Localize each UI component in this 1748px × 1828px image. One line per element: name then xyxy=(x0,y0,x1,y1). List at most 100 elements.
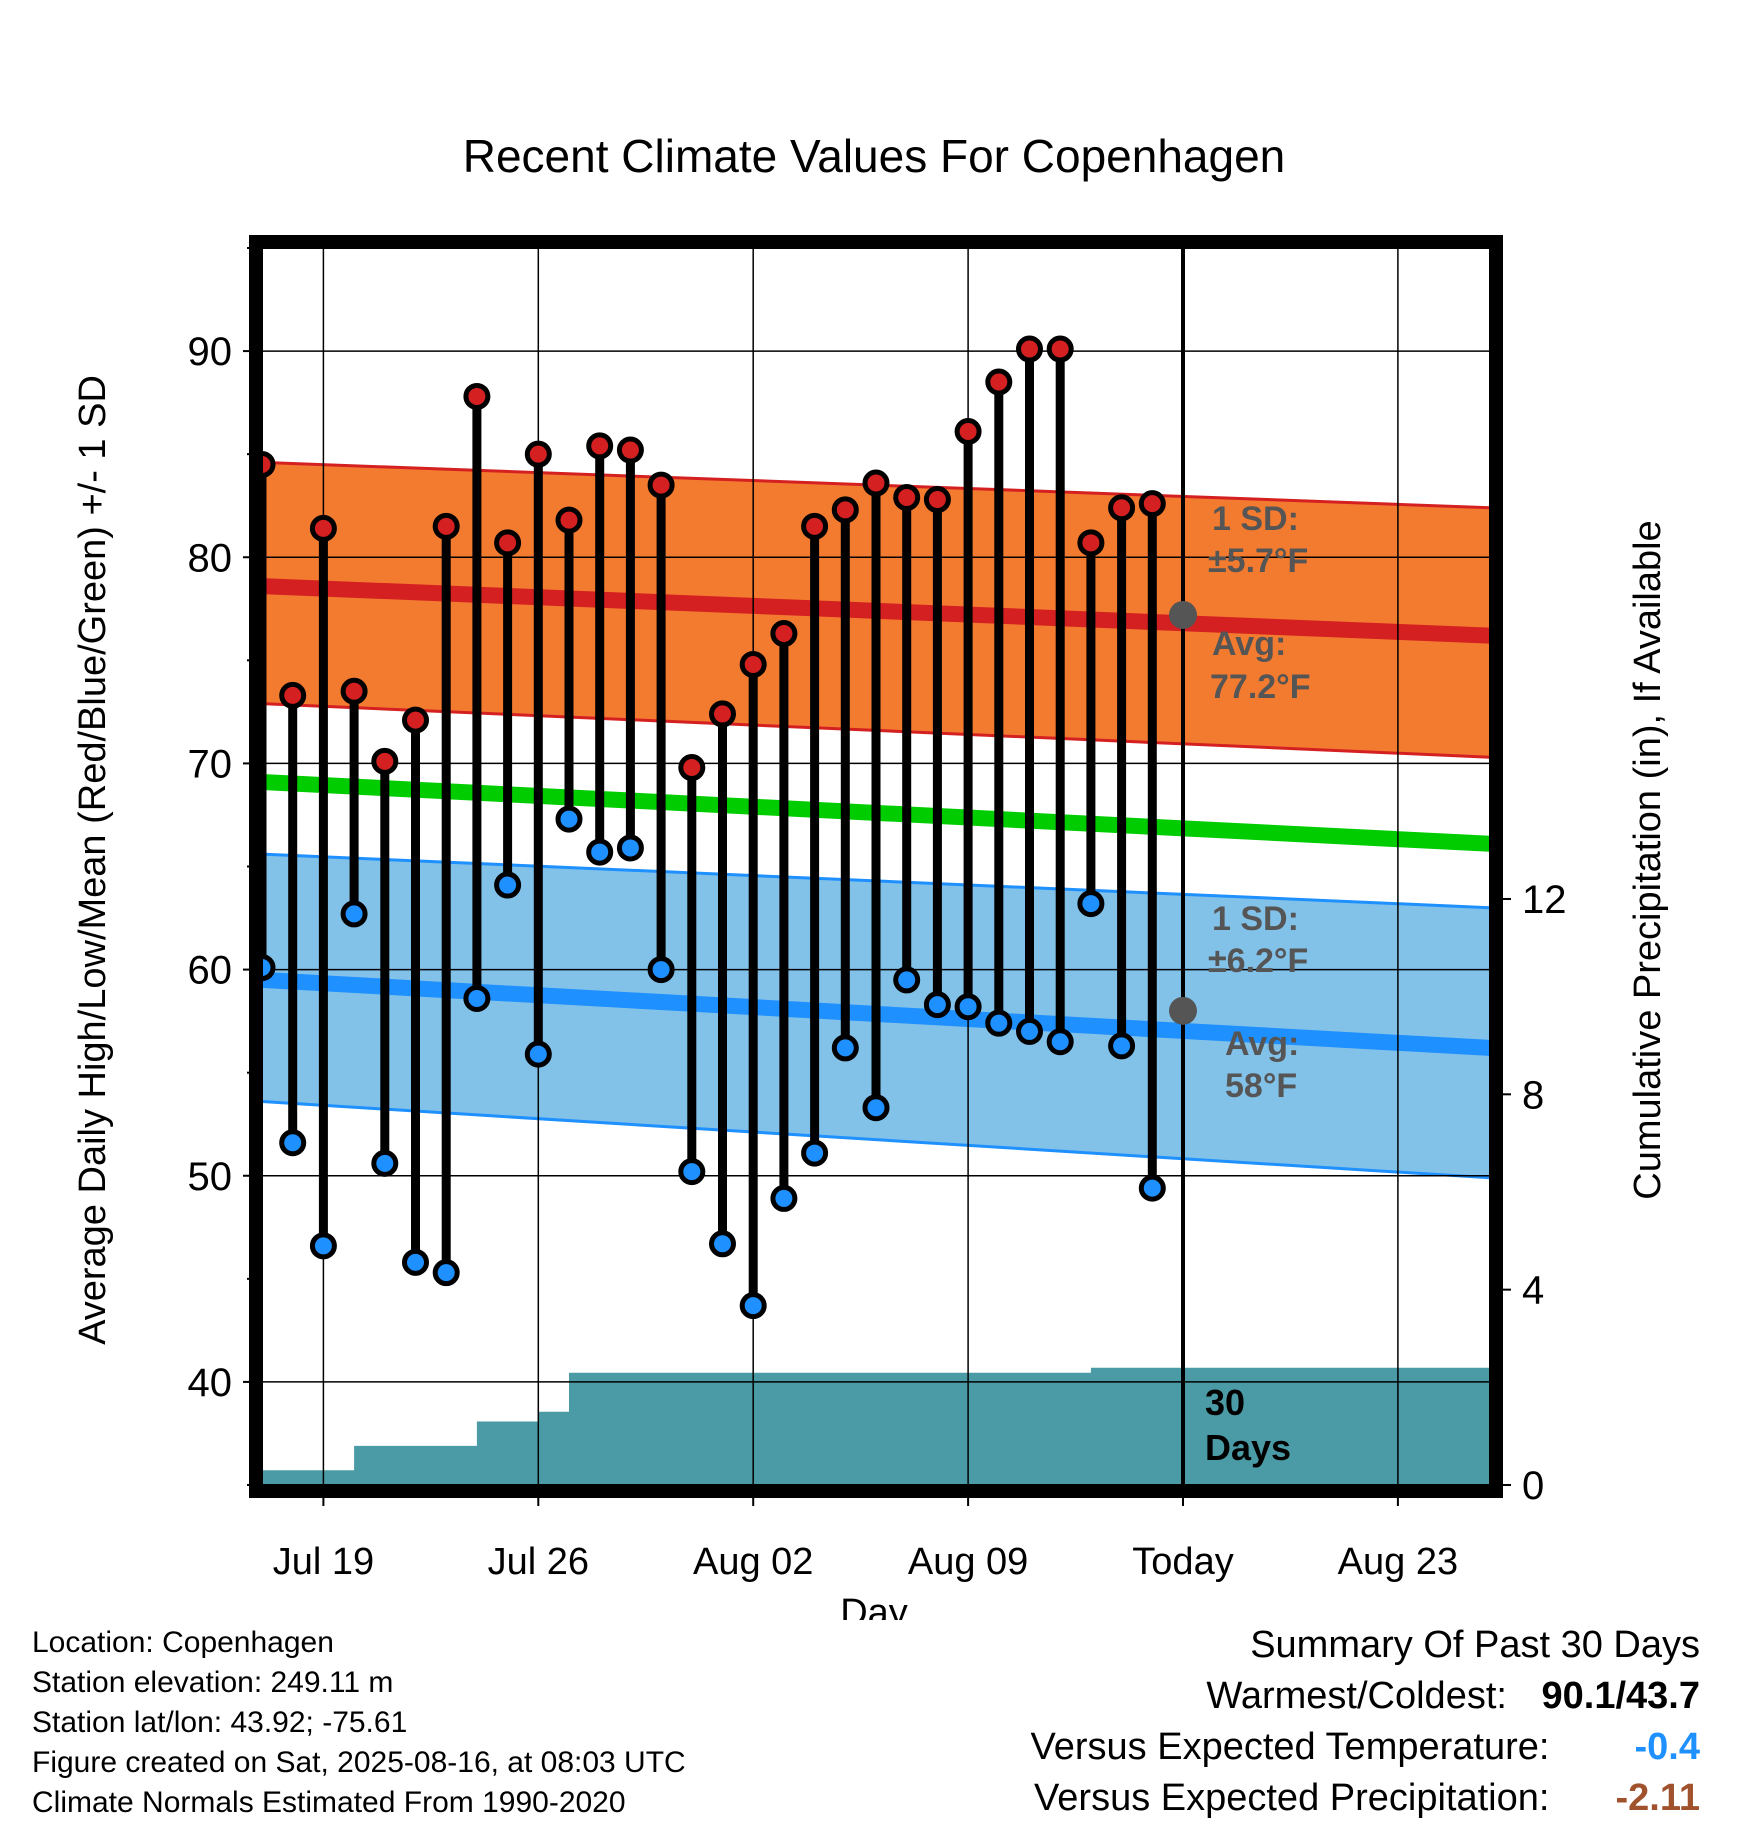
low-temp-point xyxy=(1016,1017,1043,1045)
low-temp-point xyxy=(279,1129,307,1157)
low-temp-point xyxy=(831,1034,859,1062)
x-tick-label: Aug 02 xyxy=(693,1541,813,1583)
low-avg-label: Avg: xyxy=(1225,1025,1299,1063)
low-temp-point xyxy=(954,993,982,1021)
x-tick-label: Jul 26 xyxy=(488,1541,589,1583)
high-temp-point xyxy=(463,382,491,410)
y2-tick-label: 0 xyxy=(1522,1464,1544,1508)
high-temp-point xyxy=(262,450,276,478)
days-label-number: 30 xyxy=(1205,1382,1245,1423)
y-tick-label: 60 xyxy=(188,949,233,993)
low-temp-point xyxy=(862,1094,890,1122)
high-temp-point xyxy=(709,700,736,728)
temp-value: -0.4 xyxy=(1634,1726,1700,1768)
elevation-text: Station elevation: 249.11 m xyxy=(32,1666,394,1699)
warm-cold-label: Warmest/Coldest: xyxy=(1206,1675,1507,1717)
low-sd-label: 1 SD: xyxy=(1212,900,1299,938)
climate-chart: Recent Climate Values For Copenhagen 1 S… xyxy=(72,130,1669,1620)
high-temp-point xyxy=(862,469,890,497)
low-avg-value: 58°F xyxy=(1225,1067,1297,1105)
plot-frame xyxy=(249,235,1503,1498)
high-temp-point xyxy=(831,496,859,524)
y-tick-label: 70 xyxy=(188,742,233,786)
temp-label: Versus Expected Temperature: xyxy=(1030,1726,1550,1768)
cumulative-precip-area xyxy=(262,1367,1490,1485)
low-temp-point xyxy=(739,1292,767,1320)
normals-text: Climate Normals Estimated From 1990-2020 xyxy=(32,1786,626,1819)
low-temp-point xyxy=(709,1230,736,1258)
x-tick-label: Aug 09 xyxy=(908,1541,1028,1583)
high-temp-point xyxy=(647,471,675,499)
high-temp-point xyxy=(985,368,1013,396)
low-sd-lower-line xyxy=(262,1100,1490,1180)
high-temp-point xyxy=(1016,335,1043,363)
x-tick-label: Aug 23 xyxy=(1338,1541,1458,1583)
today-high-avg-marker xyxy=(1169,600,1197,629)
low-temp-point xyxy=(1077,890,1105,918)
high-sd-label: 1 SD: xyxy=(1212,500,1299,538)
warm-cold-value: 90.1/43.7 xyxy=(1541,1675,1700,1717)
high-temp-point xyxy=(893,483,921,511)
low-temp-point xyxy=(371,1149,399,1177)
low-temp-point xyxy=(340,900,368,928)
low-temp-point xyxy=(923,991,951,1019)
y2-tick-label: 8 xyxy=(1522,1073,1544,1117)
low-temp-point xyxy=(402,1248,429,1276)
high-temp-point xyxy=(432,512,460,540)
low-temp-point xyxy=(309,1232,337,1260)
high-avg-value: 77.2°F xyxy=(1210,668,1311,706)
today-low-avg-marker xyxy=(1169,996,1197,1025)
chart-title: Recent Climate Values For Copenhagen xyxy=(463,130,1286,182)
y-tick-label: 80 xyxy=(188,536,233,580)
low-temp-point xyxy=(1046,1028,1074,1056)
y-tick-label: 90 xyxy=(188,330,233,374)
warm-cold-row: Warmest/Coldest: 90.1/43.7 xyxy=(1031,1671,1700,1722)
low-temp-point xyxy=(586,838,614,866)
station-info: Location: Copenhagen Station elevation: … xyxy=(32,1623,686,1823)
high-temp-point xyxy=(801,512,829,540)
high-temp-point xyxy=(524,440,552,468)
high-temp-point xyxy=(1108,494,1136,522)
x-tick-label: Jul 19 xyxy=(273,1541,374,1583)
low-temp-point xyxy=(524,1040,552,1068)
low-sd-value: ±6.2°F xyxy=(1208,942,1308,980)
low-temp-point xyxy=(678,1158,706,1186)
high-temp-point xyxy=(402,706,429,734)
low-temp-point xyxy=(616,834,644,862)
precip-row: Versus Expected Precipitation: -2.11 xyxy=(1031,1773,1700,1824)
y2-tick-label: 4 xyxy=(1522,1269,1544,1313)
high-temp-point xyxy=(371,747,399,775)
low-temp-point xyxy=(555,805,583,833)
low-temp-point xyxy=(893,966,921,994)
high-temp-point xyxy=(309,514,337,542)
low-temp-point xyxy=(801,1139,829,1167)
high-temp-point xyxy=(739,650,767,678)
low-temp-point xyxy=(1108,1032,1136,1060)
y-axis-label: Average Daily High/Low/Mean (Red/Blue/Gr… xyxy=(72,375,114,1345)
low-temp-point xyxy=(770,1184,798,1212)
location-text: Location: Copenhagen xyxy=(32,1626,334,1659)
high-temp-point xyxy=(616,436,644,464)
high-temp-point xyxy=(279,681,307,709)
x-axis-label: Day xyxy=(840,1592,908,1620)
high-avg-label: Avg: xyxy=(1212,625,1286,663)
y-tick-label: 40 xyxy=(188,1361,233,1405)
y-tick-label: 50 xyxy=(188,1155,233,1199)
plot-area xyxy=(262,248,1490,1485)
high-temp-point xyxy=(1046,335,1074,363)
y2-tick-label: 12 xyxy=(1522,878,1567,922)
high-sd-value: ±5.7°F xyxy=(1208,542,1308,580)
low-temp-point xyxy=(463,984,491,1012)
summary-panel: Summary Of Past 30 Days Warmest/Coldest:… xyxy=(1031,1620,1700,1824)
precip-label: Versus Expected Precipitation: xyxy=(1034,1777,1550,1819)
precip-value: -2.11 xyxy=(1615,1777,1700,1819)
high-temp-point xyxy=(555,506,583,534)
high-temp-point xyxy=(923,486,951,514)
latlon-text: Station lat/lon: 43.92; -75.61 xyxy=(32,1706,408,1739)
low-temp-point xyxy=(647,956,675,984)
high-temp-point xyxy=(678,754,706,782)
summary-title: Summary Of Past 30 Days xyxy=(1250,1624,1700,1666)
high-temp-point xyxy=(586,432,614,460)
x-tick-label: Today xyxy=(1132,1541,1233,1583)
high-temp-point xyxy=(1138,490,1166,518)
